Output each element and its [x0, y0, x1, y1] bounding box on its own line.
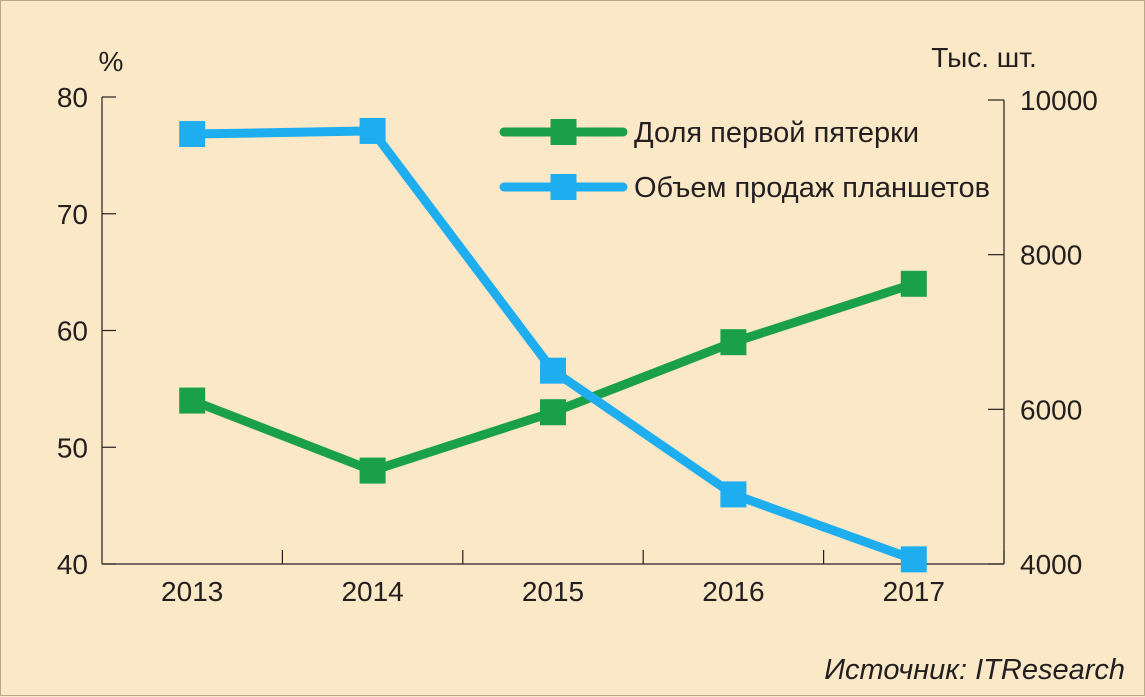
- legend-marker: [550, 174, 577, 200]
- data-point-marker: [540, 399, 566, 426]
- x-axis-tick-label: 2017: [883, 576, 945, 607]
- left-axis-tick-label: 40: [57, 549, 88, 580]
- x-axis-tick-label: 2014: [341, 576, 403, 607]
- left-axis-tick-label: 80: [57, 82, 88, 113]
- left-axis-tick-label: 60: [57, 316, 88, 347]
- legend-item-1: Доля первой пятерки: [499, 117, 919, 149]
- data-point-marker: [540, 357, 566, 384]
- right-axis-tick-label: 8000: [1020, 240, 1082, 271]
- legend-label: Объем продаж планшетов: [634, 172, 990, 204]
- legend-marker: [550, 119, 577, 145]
- x-axis-tick-label: 2016: [702, 576, 764, 607]
- legend-item-2: Объем продаж планшетов: [499, 172, 990, 204]
- left-axis-tick-label: 70: [57, 199, 88, 230]
- legend-label: Доля первой пятерки: [634, 117, 919, 149]
- data-point-marker: [900, 546, 927, 573]
- data-point-marker: [179, 121, 206, 148]
- right-axis-tick-label: 4000: [1020, 549, 1082, 580]
- x-axis-tick-label: 2013: [161, 576, 223, 607]
- data-point-marker: [359, 117, 386, 144]
- right-axis-tick-label: 10000: [1020, 85, 1098, 116]
- source-note: Источник: ITResearch: [824, 654, 1125, 686]
- right-axis-tick-label: 6000: [1020, 394, 1082, 425]
- series-layer: [179, 117, 927, 573]
- right-axis-unit: Тыс. шт.: [931, 42, 1037, 73]
- left-axis-unit: %: [99, 46, 124, 77]
- left-axis-tick-label: 50: [57, 432, 88, 463]
- data-point-marker: [900, 270, 927, 297]
- data-point-marker: [179, 387, 206, 414]
- data-point-marker: [359, 457, 386, 484]
- x-axis-tick-label: 2015: [522, 576, 584, 607]
- series-1: [179, 270, 927, 484]
- data-point-marker: [720, 481, 747, 508]
- legend: Доля первой пятерки Объем продаж планшето…: [499, 117, 990, 204]
- data-point-marker: [720, 329, 747, 356]
- series-2: [179, 117, 927, 573]
- axes: 40 50 60 70 80 4000 6000 8000 10000 2013 2014 2015 2…: [57, 82, 1098, 607]
